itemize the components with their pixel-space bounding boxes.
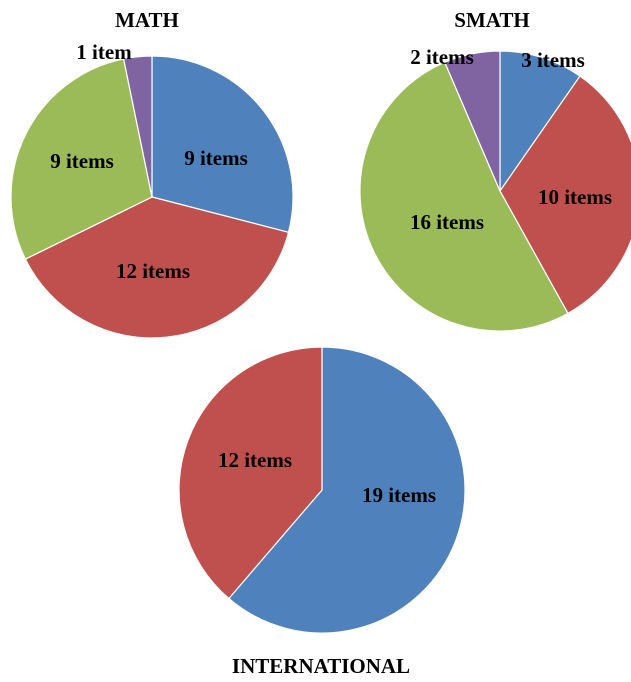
chart-international: INTERNATIONAL 19 items 12 items: [178, 346, 466, 678]
international-slice-1: [178, 346, 323, 600]
smath-slice-1: [499, 75, 631, 315]
smath-slice-3: [444, 50, 501, 192]
chart-math: MATH 9 items 12 items 9 items 1 item: [10, 8, 294, 339]
smath-slices: [359, 50, 631, 332]
smath-slice-0: [499, 50, 581, 193]
math-slices: [10, 55, 294, 339]
chart-smath: SMATH 3 items 10 items 16 items 2 items: [359, 8, 631, 332]
math-slice-label-0: 9 items: [184, 146, 248, 170]
math-slice-0: [151, 55, 294, 234]
international-slice-label-1: 12 items: [218, 448, 292, 472]
smath-labels: 3 items 10 items 16 items 2 items: [410, 45, 612, 234]
smath-slice-label-3: 2 items: [410, 45, 474, 69]
math-slice-3: [122, 55, 153, 198]
international-slices: [178, 346, 466, 634]
smath-slice-label-0: 3 items: [521, 48, 585, 72]
smath-slice-label-2: 16 items: [410, 210, 484, 234]
chart-title-math: MATH: [115, 8, 179, 32]
math-slice-label-2: 9 items: [50, 149, 114, 173]
international-labels: 19 items 12 items: [218, 448, 436, 507]
smath-slice-label-1: 10 items: [538, 185, 612, 209]
math-slice-1: [24, 196, 290, 339]
chart-title-international: INTERNATIONAL: [232, 654, 410, 678]
math-slice-2: [10, 58, 153, 260]
international-slice-0: [228, 346, 466, 634]
chart-title-smath: SMATH: [454, 8, 529, 32]
math-slice-label-3: 1 item: [76, 40, 132, 64]
smath-slice-2: [359, 61, 569, 332]
math-slice-label-1: 12 items: [116, 259, 190, 283]
math-labels: 9 items 12 items 9 items 1 item: [50, 40, 248, 283]
international-slice-label-0: 19 items: [362, 483, 436, 507]
